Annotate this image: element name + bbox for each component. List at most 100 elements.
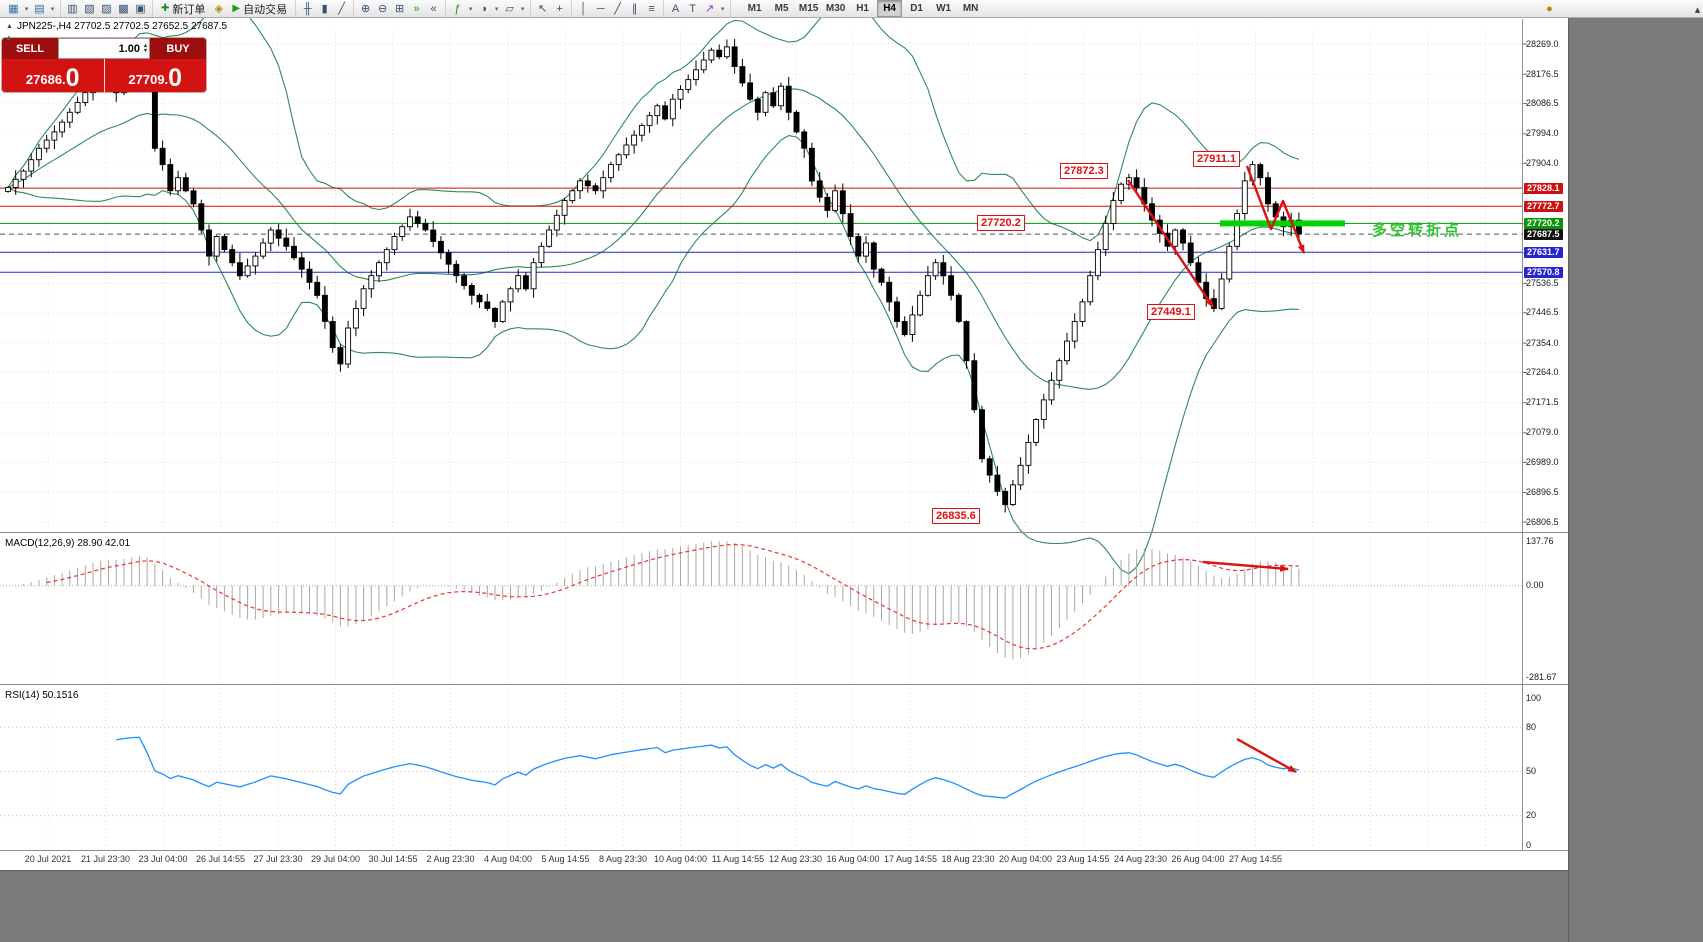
price-axis-label: 26896.5 (1526, 487, 1559, 498)
price-axis-label: 27264.0 (1526, 366, 1559, 377)
chart-ohlc-text: JPN225-,H4 27702.5 27702.5 27652.5 27687… (16, 21, 228, 32)
toolbar-group: ↖ + (531, 0, 573, 17)
tile-windows-icon[interactable]: ⊞ (394, 3, 405, 15)
fibonacci-icon[interactable]: ≡ (648, 2, 655, 15)
tf-h4[interactable]: H4 (877, 0, 903, 17)
tf-w1[interactable]: W1 (936, 3, 952, 14)
line-chart-icon[interactable]: ╱ (338, 3, 345, 15)
tf-m30[interactable]: M30 (825, 3, 846, 14)
time-axis-label: 2 Aug 23:30 (426, 854, 475, 864)
indicators-icon[interactable]: ƒ (454, 2, 461, 15)
text-label-icon[interactable]: T (689, 2, 696, 15)
price-axis-label: 27446.5 (1526, 307, 1559, 318)
price-level-label: 27772.7 (1524, 200, 1563, 212)
sell-button[interactable]: SELL (2, 38, 58, 59)
chart-shift-icon[interactable]: « (430, 2, 437, 15)
arrows-dropdown-icon[interactable]: ▾ (720, 5, 725, 13)
tf-d1[interactable]: D1 (910, 3, 923, 14)
vertical-line-icon[interactable]: │ (580, 2, 588, 15)
bar-chart-icon[interactable]: ╫ (303, 2, 312, 15)
horizontal-line-icon[interactable]: ─ (596, 2, 605, 15)
volume-up-icon[interactable]: ▴ (143, 42, 147, 49)
price-annotation[interactable]: 27720.2 (977, 215, 1025, 231)
new-order-button-icon: ✚ (161, 3, 170, 14)
autotrading-button-label: 自动交易 (243, 3, 288, 16)
buy-button[interactable]: BUY (150, 38, 206, 59)
rsi-axis-label: 100 (1526, 692, 1542, 703)
toolbar-overflow-icon[interactable]: ▴ (1694, 3, 1701, 16)
terminal-icon[interactable]: ▩ (118, 3, 129, 15)
turning-point-label[interactable]: 多空转折点 (1372, 222, 1463, 239)
macd-axis-label: 137.76 (1526, 535, 1554, 546)
crosshair-icon[interactable]: + (556, 2, 563, 15)
trade-panel-collapse-icon[interactable]: ▲ (5, 33, 13, 42)
price-axis-label: 27994.0 (1526, 128, 1559, 139)
volume-input[interactable]: 1.00 ▴ ▾ (58, 38, 150, 59)
time-axis-label: 8 Aug 23:30 (598, 854, 648, 864)
price-level-label: 27687.5 (1524, 228, 1563, 240)
templates-icon[interactable]: ▱ (505, 3, 514, 15)
tf-m1[interactable]: M1 (747, 3, 762, 14)
buy-price[interactable]: 27709. 0 (105, 59, 207, 92)
alerts-bell-icon[interactable]: ● (1546, 3, 1553, 15)
new-order-button-label: 新订单 (172, 3, 206, 16)
candlestick-chart-icon[interactable]: ▮ (321, 3, 328, 15)
time-axis-label: 10 Aug 04:00 (653, 854, 708, 864)
zoom-out-icon[interactable]: ⊖ (377, 3, 388, 15)
price-level-label: 27828.1 (1524, 182, 1563, 194)
autotrading-button-icon: ▶ (232, 3, 241, 14)
sell-price[interactable]: 27686. 0 (2, 59, 105, 92)
price-level-label: 27631.7 (1524, 246, 1563, 258)
text-icon[interactable]: A (671, 2, 680, 15)
volume-value[interactable]: 1.00 (118, 42, 140, 55)
strategy-tester-icon[interactable]: ▣ (135, 3, 146, 15)
profiles-icon[interactable]: ▤ (34, 3, 45, 15)
price-level-label: 27570.8 (1524, 266, 1563, 278)
cursor-icon[interactable]: ↖ (537, 3, 548, 15)
tf-m5[interactable]: M5 (774, 3, 789, 14)
time-axis-label: 11 Aug 14:55 (711, 854, 765, 864)
tf-h1[interactable]: H1 (856, 3, 869, 14)
zoom-in-icon[interactable]: ⊕ (360, 3, 371, 15)
data-window-icon[interactable]: ▧ (84, 3, 95, 15)
toolbar-group: ▥ ▧ ▨ ▩ ▣ (61, 0, 153, 17)
price-annotation[interactable]: 26835.6 (932, 508, 980, 524)
navigator-icon[interactable]: ▨ (101, 3, 112, 15)
periods-dropdown-icon[interactable]: ▾ (494, 5, 499, 13)
sell-price-text: 27686. (25, 72, 66, 87)
price-annotation[interactable]: 27872.3 (1060, 163, 1108, 179)
price-chart[interactable] (0, 18, 1568, 870)
mdi-background (1568, 18, 1703, 942)
new-chart-icon[interactable]: ▦ (8, 3, 19, 15)
rsi-header: RSI(14) 50.1516 (5, 690, 79, 701)
toolbar-group: A T ↗ ▾ (664, 0, 732, 17)
metaeditor-icon[interactable]: ◈ (214, 3, 224, 15)
chart-overlay: 28269.0 28176.5 28086.5 27994.0 27904.0 27536… (0, 18, 1568, 870)
arrows-icon[interactable]: ↗ (704, 3, 715, 15)
toolbar-group: ✚ 新订单 ◈ ▶ 自动交易 (153, 0, 297, 17)
profiles-dropdown-icon[interactable]: ▾ (50, 5, 55, 13)
trendline-icon[interactable]: ╱ (614, 3, 621, 15)
market-watch-icon[interactable]: ▥ (67, 3, 78, 15)
price-annotation[interactable]: 27449.1 (1147, 304, 1195, 320)
tf-mn[interactable]: MN (962, 3, 979, 14)
price-axis-label: 27079.0 (1526, 427, 1559, 438)
price-axis-label: 26989.0 (1526, 456, 1559, 467)
price-annotation[interactable]: 27911.1 (1193, 151, 1241, 167)
time-axis-label: 20 Aug 04:00 (998, 854, 1053, 864)
periods-icon[interactable]: ◑ (480, 2, 487, 15)
auto-scroll-icon[interactable]: » (413, 2, 420, 15)
autotrading-button[interactable]: ▶ 自动交易 (227, 1, 292, 17)
rsi-axis-label: 20 (1526, 810, 1537, 821)
channel-icon[interactable]: ∥ (631, 3, 638, 15)
indicators-dropdown-icon[interactable]: ▾ (468, 5, 473, 13)
volume-down-icon[interactable]: ▾ (143, 47, 147, 54)
time-axis-label: 21 Jul 23:30 (80, 854, 131, 864)
tf-m15[interactable]: M15 (798, 3, 819, 14)
time-axis-label: 23 Aug 14:55 (1056, 854, 1110, 864)
toolbar-group: ╫ ▮ ╱ (296, 0, 355, 17)
new-chart-dropdown-icon[interactable]: ▾ (24, 5, 29, 13)
new-order-button[interactable]: ✚ 新订单 (156, 1, 210, 17)
templates-dropdown-icon[interactable]: ▾ (520, 5, 525, 13)
price-axis-label: 28269.0 (1526, 38, 1559, 49)
